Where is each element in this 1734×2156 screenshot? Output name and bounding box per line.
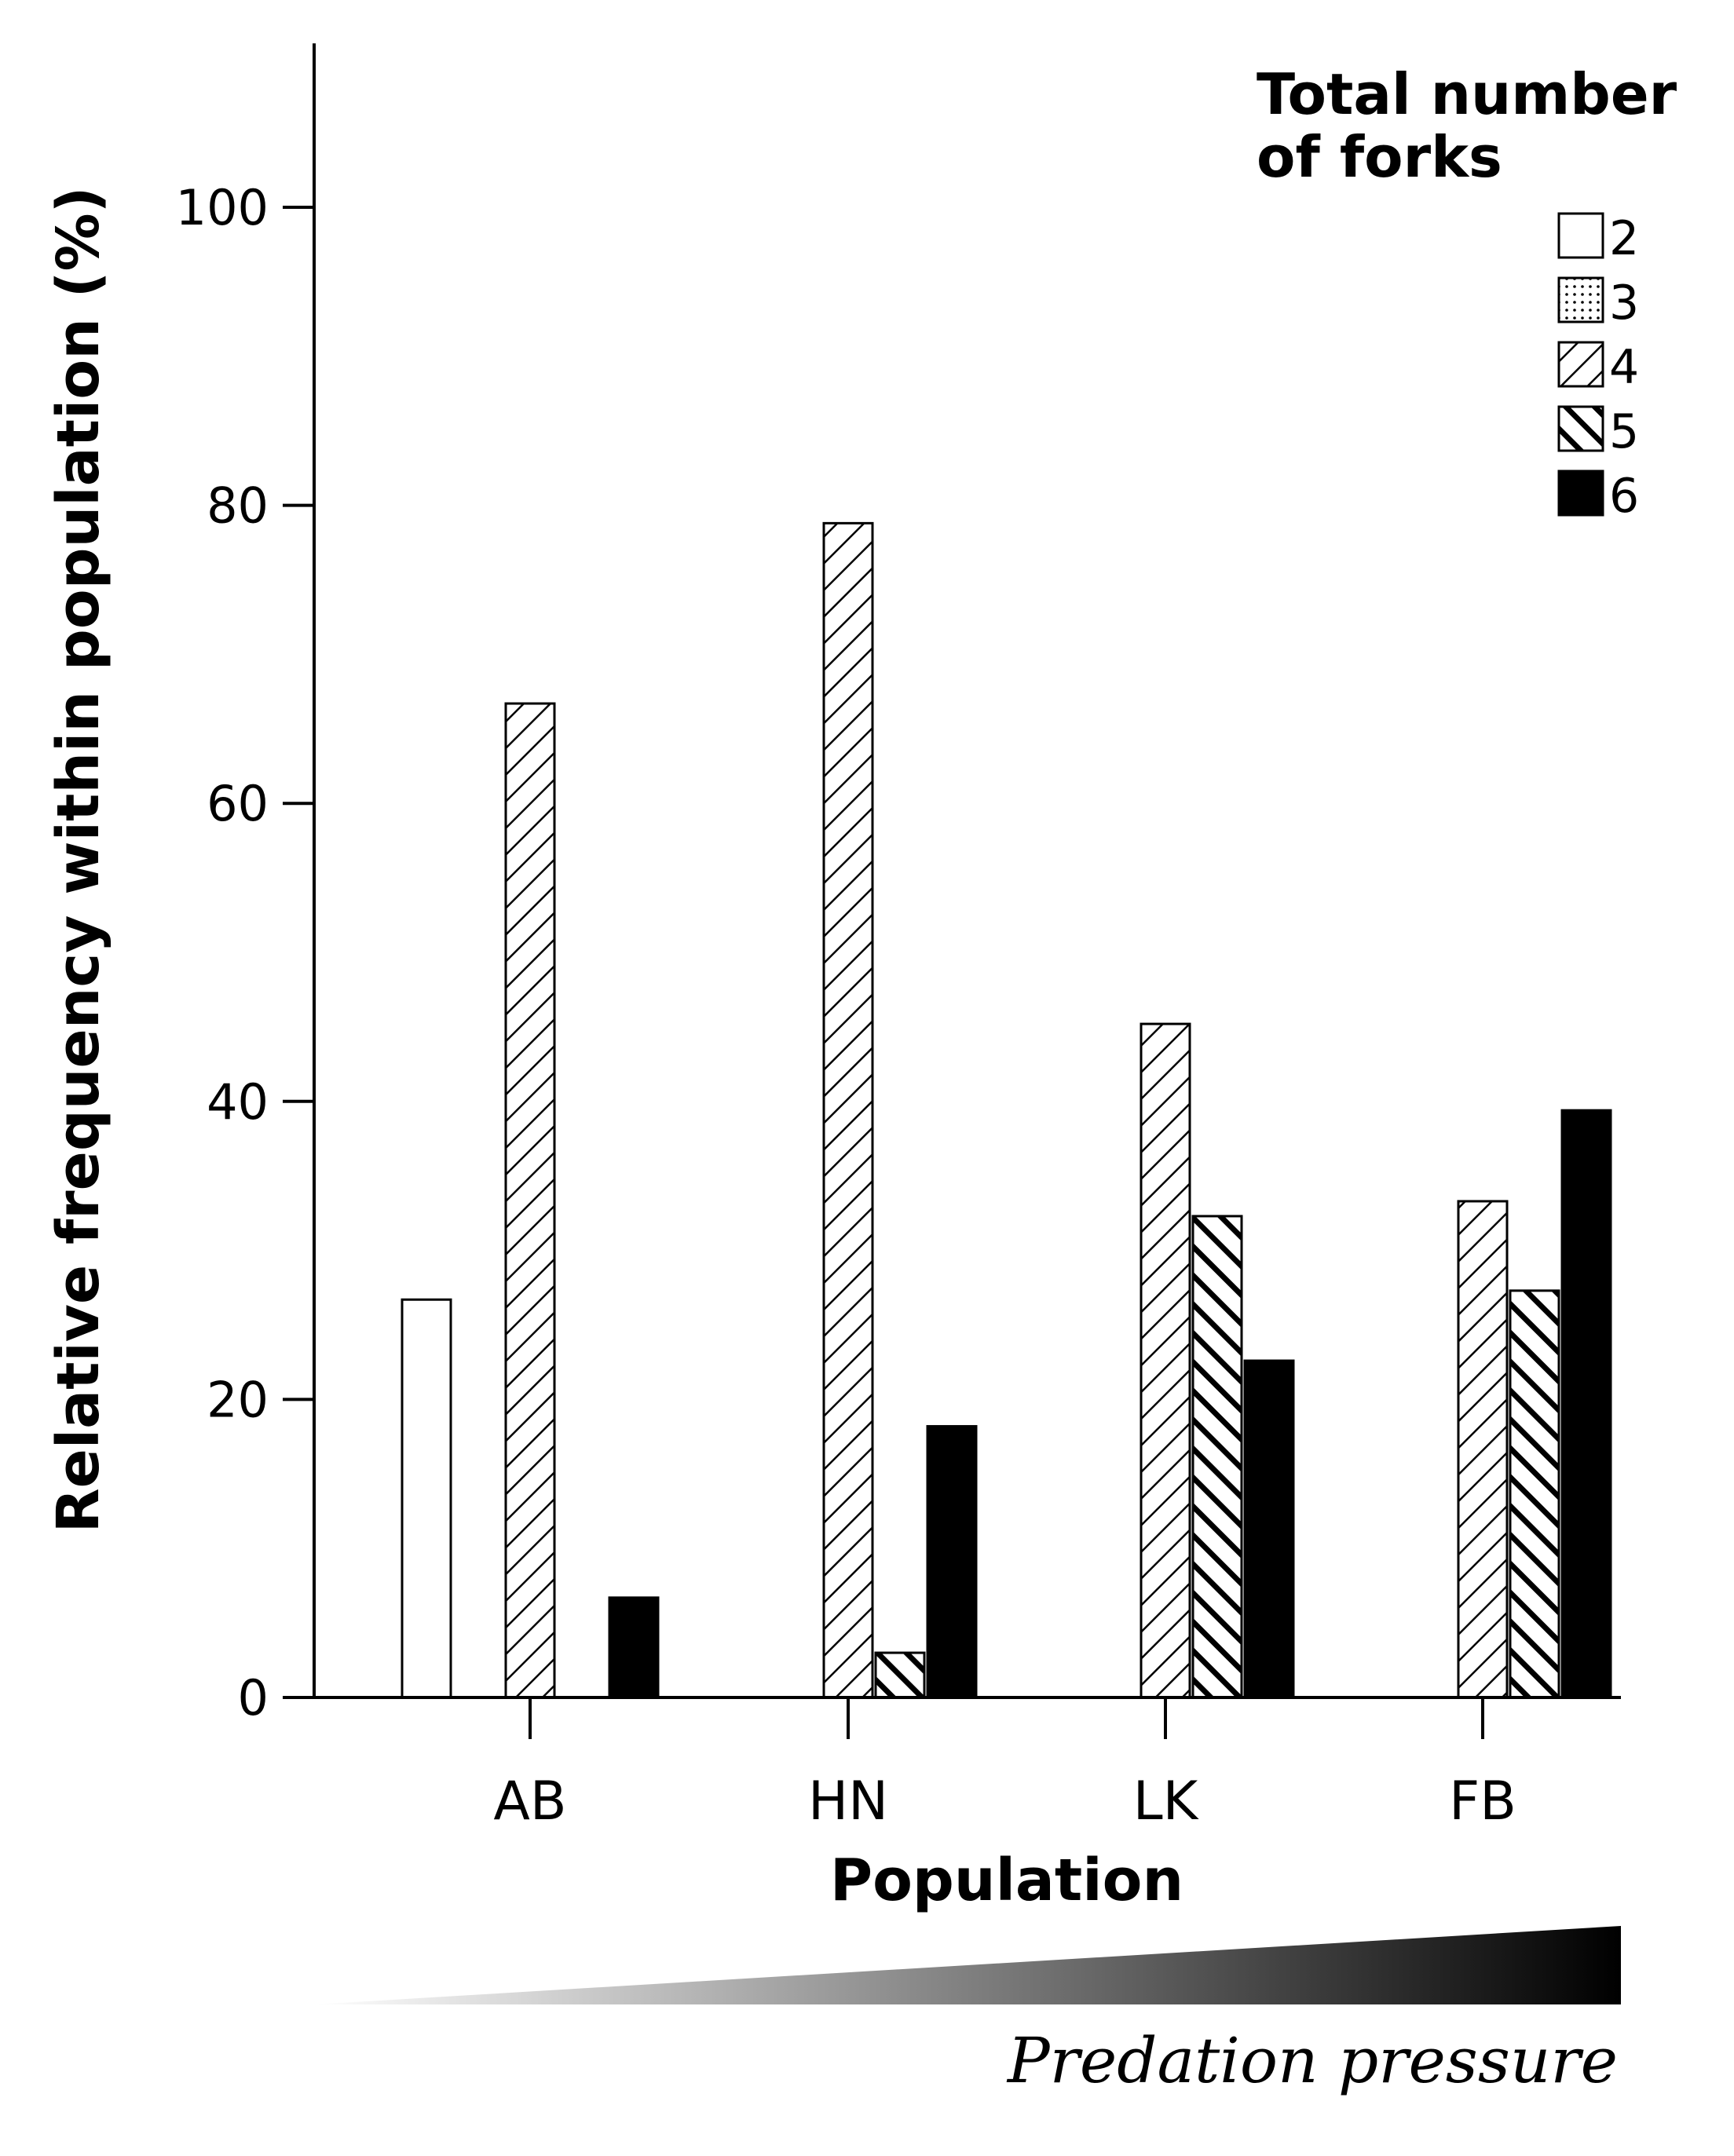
- y-tick-label-80: 80: [207, 477, 269, 535]
- bar-FB-forks-6: [1560, 1109, 1612, 1699]
- legend-label-3: 3: [1609, 276, 1639, 331]
- predation-pressure-wedge: [314, 1926, 1621, 2004]
- legend-title-line2: of forks: [1257, 124, 1502, 190]
- legend-swatch-6: [1557, 470, 1604, 517]
- legend-label-2: 2: [1609, 211, 1639, 266]
- bar-LK-forks-5: [1191, 1215, 1243, 1699]
- x-tick-label-LK: LK: [1133, 1770, 1200, 1833]
- legend-title-line1: Total number: [1257, 61, 1677, 127]
- legend-swatch-4: [1557, 341, 1604, 388]
- x-tick-label-FB: FB: [1449, 1770, 1516, 1833]
- x-tick-label-HN: HN: [808, 1770, 888, 1833]
- bar-AB-forks-4: [504, 702, 556, 1699]
- legend-label-4: 4: [1609, 340, 1639, 395]
- legend-label-6: 6: [1609, 469, 1639, 524]
- legend-swatch-2: [1557, 212, 1604, 259]
- bars: [401, 521, 1612, 1699]
- bar-FB-forks-4: [1457, 1200, 1509, 1699]
- legend-swatch-5: [1557, 405, 1604, 452]
- bar-LK-forks-4: [1140, 1022, 1191, 1699]
- x-axis-title: Population: [830, 1847, 1183, 1914]
- x-axis-ticks: AB HN LK FB: [493, 1697, 1516, 1833]
- bar-HN-forks-4: [822, 521, 874, 1699]
- y-tick-label-20: 20: [207, 1371, 269, 1428]
- legend: Total number of forks 2 3 4 5 6: [1257, 61, 1677, 524]
- y-tick-label-60: 60: [207, 775, 269, 832]
- bar-HN-forks-5: [874, 1651, 926, 1699]
- bar-FB-forks-5: [1509, 1289, 1560, 1699]
- y-tick-label-40: 40: [207, 1073, 269, 1131]
- y-tick-label-100: 100: [176, 179, 269, 236]
- y-tick-label-0: 0: [238, 1669, 269, 1727]
- bar-HN-forks-6: [926, 1425, 978, 1699]
- x-tick-label-AB: AB: [493, 1770, 566, 1833]
- y-axis-title: Relative frequency within population (%): [45, 187, 112, 1533]
- legend-label-5: 5: [1609, 404, 1639, 459]
- bar-AB-forks-2: [401, 1298, 452, 1699]
- legend-swatch-3: [1557, 276, 1604, 323]
- bar-AB-forks-6: [608, 1596, 660, 1699]
- bar-LK-forks-6: [1243, 1359, 1295, 1699]
- predation-pressure-label: Predation pressure: [1006, 2024, 1618, 2097]
- y-axis-ticks: 0 20 40 60 80 100: [176, 179, 314, 1727]
